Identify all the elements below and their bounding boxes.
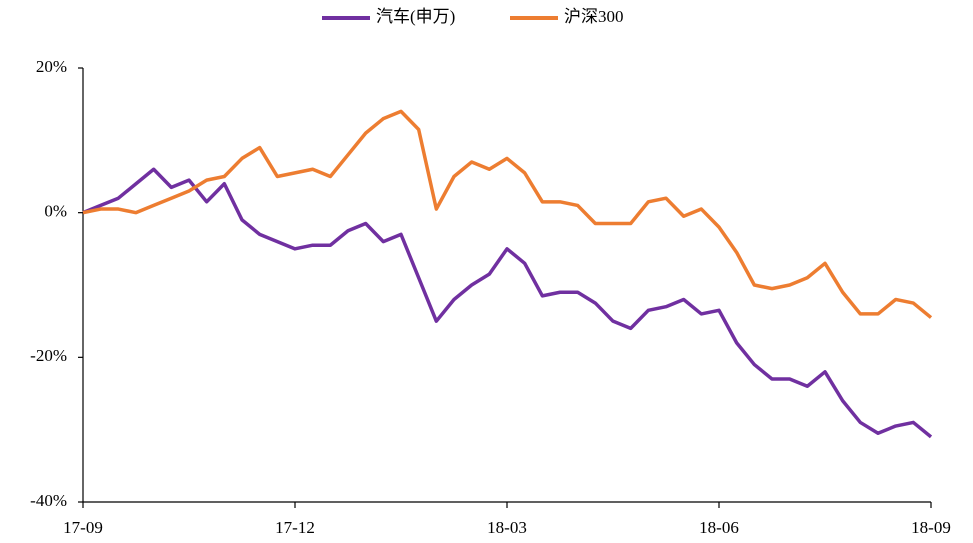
y-tick-label: 20% bbox=[36, 57, 67, 76]
x-tick-label: 17-09 bbox=[63, 518, 103, 537]
legend-label: 沪深300 bbox=[564, 7, 624, 26]
x-tick-label: 18-06 bbox=[699, 518, 739, 537]
y-tick-label: 0% bbox=[44, 202, 67, 221]
y-tick-label: -20% bbox=[30, 346, 67, 365]
legend-label: 汽车(申万) bbox=[376, 7, 455, 26]
series-line bbox=[82, 109, 933, 319]
x-tick-label: 18-03 bbox=[487, 518, 527, 537]
series-line bbox=[82, 167, 933, 439]
x-tick-label: 17-12 bbox=[275, 518, 315, 537]
y-tick-label: -40% bbox=[30, 491, 67, 510]
x-tick-label: 18-09 bbox=[911, 518, 951, 537]
